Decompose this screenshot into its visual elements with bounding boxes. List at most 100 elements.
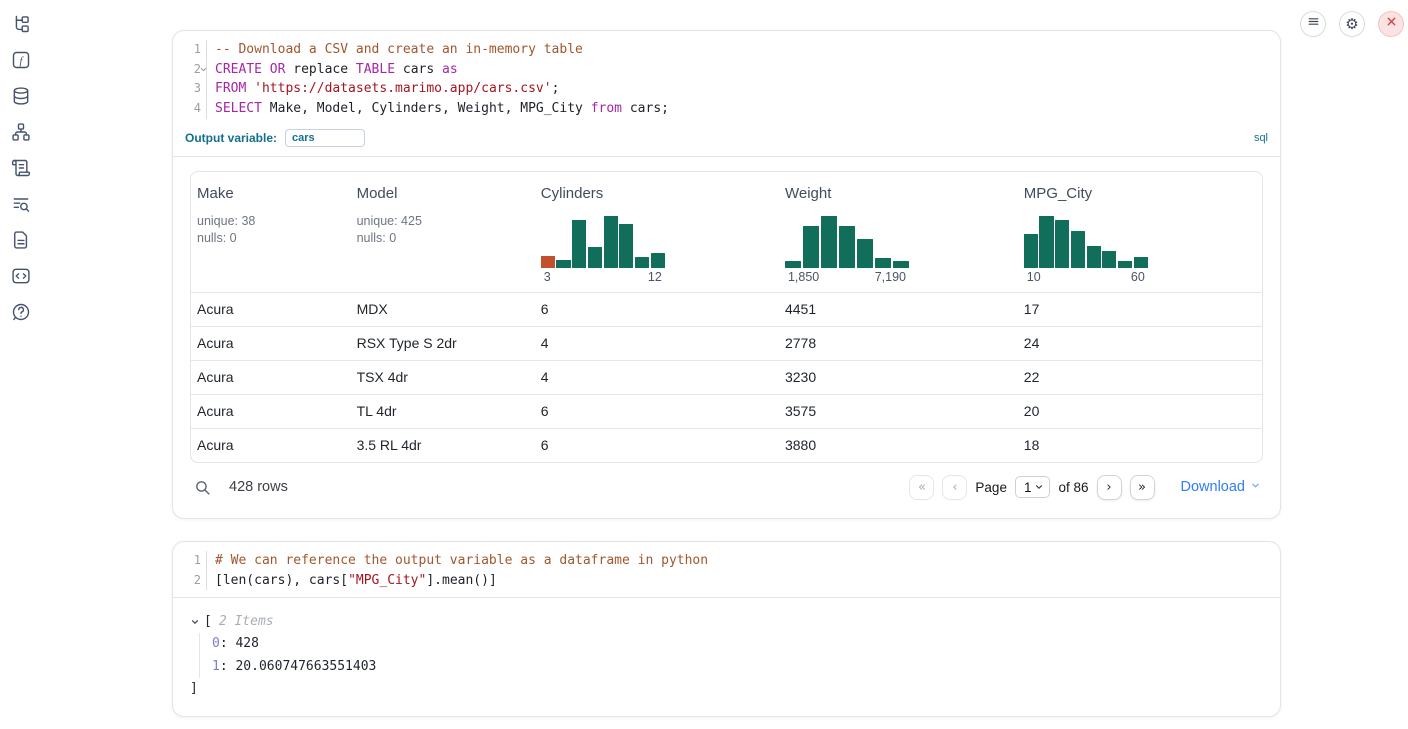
code-text: # We can reference the output variable a… xyxy=(215,552,709,568)
previous-page-button[interactable]: ‹ xyxy=(942,474,968,500)
chevron-down-icon xyxy=(1034,480,1044,495)
table-cell: 4451 xyxy=(784,301,817,318)
table-cell: RSX Type S 2dr xyxy=(356,335,457,352)
search-icon[interactable] xyxy=(194,479,211,496)
sql-code-editor[interactable]: 1 -- Download a CSV and create an in-memo… xyxy=(173,31,1280,126)
histogram-bar xyxy=(1039,215,1054,268)
settings-button[interactable]: ⚙ xyxy=(1339,11,1365,37)
window-actions: ⚙ xyxy=(1300,11,1404,37)
shutdown-button[interactable] xyxy=(1378,11,1404,37)
page-total-label: of 86 xyxy=(1058,479,1089,495)
table-cell: 4 xyxy=(540,369,549,386)
column-header-make[interactable]: Make unique: 38 nulls: 0 xyxy=(191,172,351,292)
python-code-line: 2 [len(cars), cars["MPG_City"].mean()] xyxy=(173,570,1280,591)
chevron-down-icon xyxy=(1250,479,1261,495)
search-list-icon[interactable] xyxy=(11,194,31,214)
histogram-bar xyxy=(1133,256,1148,268)
python-output-area: [ 2 Items 0: 428 1: 20.060747663551403 ] xyxy=(173,598,1280,716)
language-badge[interactable]: sql xyxy=(1253,131,1268,144)
table-cell: Acura xyxy=(197,403,234,420)
table-row[interactable]: Acura TL 4dr 6 3575 20 xyxy=(191,393,1262,428)
fold-chevron-icon[interactable] xyxy=(199,65,208,74)
dependency-graph-icon[interactable] xyxy=(11,122,31,142)
cell-divider xyxy=(173,155,1280,157)
output-variable-label: Output variable: xyxy=(185,130,278,145)
histogram-bar xyxy=(540,255,555,268)
data-table: Make unique: 38 nulls: 0 Model unique: 425 nu… xyxy=(190,170,1263,463)
column-header-mpg_city[interactable]: MPG_City 10 60 xyxy=(1018,172,1262,292)
python-code-editor[interactable]: 1 # We can reference the output variable … xyxy=(173,542,1280,597)
last-page-button[interactable]: » xyxy=(1129,474,1155,500)
table-cell: 6 xyxy=(540,403,549,420)
cell-divider xyxy=(173,597,1280,599)
download-button[interactable]: Download xyxy=(1181,479,1262,495)
histogram-bar xyxy=(802,225,820,268)
histogram-bar xyxy=(1086,245,1101,268)
document-icon[interactable] xyxy=(11,230,31,250)
line-number: 1 xyxy=(173,550,207,571)
sql-code-line: 1 -- Download a CSV and create an in-memo… xyxy=(173,40,1280,60)
sql-code-line: 4 SELECT Make, Model, Cylinders, Weight, … xyxy=(173,99,1280,119)
pagination: « ‹ Page 1 of 86 › » Download xyxy=(909,474,1262,500)
code-snippets-icon[interactable] xyxy=(11,266,31,286)
histogram-bar xyxy=(1023,233,1038,268)
column-name: MPG_City xyxy=(1023,184,1093,202)
table-cell: Acura xyxy=(197,437,234,454)
table-cell: 3575 xyxy=(784,403,817,420)
left-sidebar: f xyxy=(0,0,42,729)
next-page-button[interactable]: › xyxy=(1096,474,1122,500)
scroll-icon[interactable] xyxy=(11,158,31,178)
help-icon[interactable] xyxy=(11,302,31,322)
column-stats: unique: 425 nulls: 0 xyxy=(356,213,422,245)
first-page-button[interactable]: « xyxy=(909,474,935,500)
histogram-min-label: 1,850 xyxy=(787,269,820,284)
histogram-bar xyxy=(820,215,838,268)
table-cell: 22 xyxy=(1023,369,1040,386)
list-entries: 0: 428 1: 20.060747663551403 xyxy=(199,633,1263,679)
sql-cell: 1 -- Download a CSV and create an in-memo… xyxy=(172,30,1281,519)
sql-code-line: 2 CREATE OR replace TABLE cars as xyxy=(173,59,1280,80)
column-histogram: 1,850 7,190 xyxy=(784,215,909,284)
table-header-row: Make unique: 38 nulls: 0 Model unique: 425 nu… xyxy=(191,172,1262,292)
sql-output-area: Make unique: 38 nulls: 0 Model unique: 425 nu… xyxy=(173,157,1280,518)
histogram-bar xyxy=(603,215,618,268)
hamburger-icon xyxy=(1307,15,1320,33)
menu-button[interactable] xyxy=(1300,11,1326,37)
table-cell: 6 xyxy=(540,301,549,318)
file-tree-icon[interactable] xyxy=(11,14,31,34)
database-icon[interactable] xyxy=(11,86,31,106)
table-row[interactable]: Acura TSX 4dr 4 3230 22 xyxy=(191,359,1262,394)
collapse-chevron-icon[interactable] xyxy=(190,617,200,627)
column-header-cylinders[interactable]: Cylinders 3 12 xyxy=(535,172,779,292)
output-variable-input[interactable] xyxy=(285,128,366,147)
histogram-min-label: 10 xyxy=(1026,269,1041,284)
column-header-weight[interactable]: Weight 1,850 7,190 xyxy=(779,172,1018,292)
code-text: -- Download a CSV and create an in-memor… xyxy=(215,42,583,57)
table-row[interactable]: Acura MDX 6 4451 17 xyxy=(191,291,1262,326)
table-cell: 17 xyxy=(1023,301,1040,318)
page-select-value: 1 xyxy=(1023,479,1032,495)
histogram-bar xyxy=(1102,250,1117,268)
output-variable-bar: Output variable: sql xyxy=(173,126,1280,156)
page-select[interactable]: 1 xyxy=(1014,476,1051,499)
table-cell: 3.5 RL 4dr xyxy=(356,437,422,454)
table-cell: MDX xyxy=(356,301,388,318)
table-row[interactable]: Acura 3.5 RL 4dr 6 3880 18 xyxy=(191,427,1262,462)
list-close-bracket: ] xyxy=(190,681,198,697)
code-text: FROM 'https://datasets.marimo.app/cars.c… xyxy=(215,81,560,97)
column-header-model[interactable]: Model unique: 425 nulls: 0 xyxy=(351,172,535,292)
line-number: 2 xyxy=(173,570,207,591)
table-cell: 4 xyxy=(540,335,549,352)
histogram-bar xyxy=(1055,219,1070,268)
line-number: 1 xyxy=(173,40,207,60)
column-name: Cylinders xyxy=(540,184,604,202)
close-icon xyxy=(1385,15,1398,33)
table-row[interactable]: Acura RSX Type S 2dr 4 2778 24 xyxy=(191,325,1262,360)
list-entry: 1: 20.060747663551403 xyxy=(212,658,377,674)
row-count: 428 rows xyxy=(229,479,288,496)
table-cell: 2778 xyxy=(784,335,817,352)
table-cell: TL 4dr xyxy=(356,403,397,420)
function-icon[interactable]: f xyxy=(11,50,31,70)
list-entry: 0: 428 xyxy=(212,636,259,652)
column-name: Weight xyxy=(784,184,832,202)
